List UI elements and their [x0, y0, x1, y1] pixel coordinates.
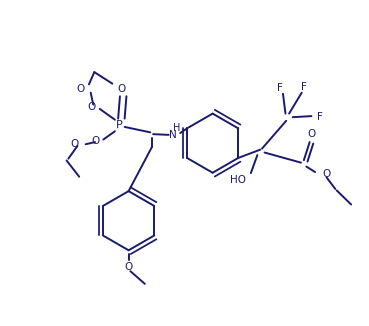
Text: H: H: [173, 123, 180, 133]
Text: O: O: [124, 262, 133, 272]
Text: F: F: [301, 82, 307, 92]
Text: O: O: [117, 84, 125, 94]
Text: O: O: [322, 169, 331, 179]
Text: O: O: [307, 129, 315, 139]
Text: N: N: [169, 130, 177, 140]
Text: F: F: [277, 83, 283, 93]
Text: O: O: [87, 102, 96, 112]
Text: O: O: [76, 84, 85, 94]
Text: HO: HO: [230, 175, 245, 185]
Text: F: F: [317, 112, 323, 122]
Text: O: O: [70, 139, 79, 149]
Text: P: P: [116, 120, 123, 130]
Text: O: O: [92, 136, 100, 146]
